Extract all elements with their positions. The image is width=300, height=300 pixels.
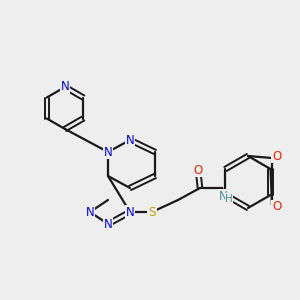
Text: N: N <box>103 146 112 158</box>
Text: H: H <box>225 194 233 204</box>
Text: N: N <box>85 206 94 218</box>
Text: O: O <box>272 149 282 163</box>
Text: N: N <box>61 80 69 94</box>
Text: N: N <box>103 218 112 230</box>
Text: O: O <box>194 164 202 176</box>
Text: N: N <box>126 206 134 218</box>
Text: N: N <box>126 134 134 146</box>
Text: S: S <box>148 206 156 218</box>
Text: O: O <box>272 200 282 214</box>
Text: N: N <box>219 190 227 203</box>
